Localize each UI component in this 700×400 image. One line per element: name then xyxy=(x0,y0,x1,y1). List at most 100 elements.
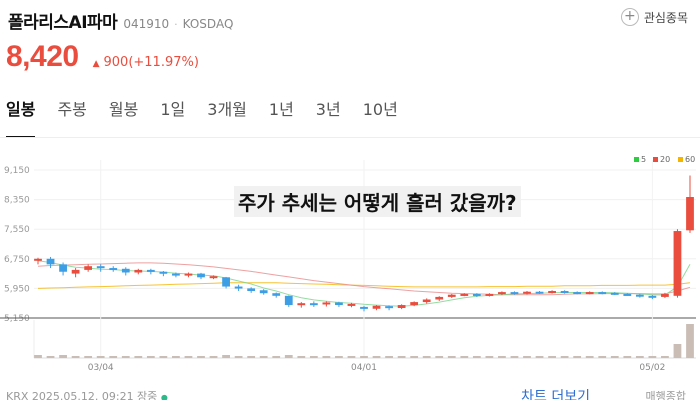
candle-body xyxy=(284,295,293,306)
price-row: 8,420 ▲ 900(+11.97%) xyxy=(6,40,199,74)
volume-bar xyxy=(510,356,519,358)
up-arrow-icon: ▲ xyxy=(92,59,100,69)
candle-body xyxy=(460,293,469,296)
legend-label: 60 xyxy=(685,155,695,164)
candle-body xyxy=(134,269,143,273)
candle-body xyxy=(297,303,306,306)
candle-body xyxy=(422,299,431,303)
stock-chart[interactable]: 9,150 8,350 7,550 6,750 5,950 5,150 03/04 04/01… xyxy=(0,140,700,400)
volume-bar xyxy=(84,356,93,358)
watchlist-label: 관심종목 xyxy=(643,10,688,25)
volume-bar xyxy=(661,356,669,358)
candle-body xyxy=(234,286,243,289)
legend-swatch xyxy=(634,157,639,162)
volume-bar xyxy=(46,356,55,358)
candle-body xyxy=(322,302,331,305)
volume-bar xyxy=(347,356,356,358)
volume-bar xyxy=(134,356,143,358)
volume-bar xyxy=(435,356,444,358)
tab-10year[interactable]: 10년 xyxy=(362,100,398,119)
volume-bar xyxy=(447,356,456,358)
volume-bar xyxy=(573,356,582,358)
candle-body xyxy=(485,293,494,296)
tab-1day[interactable]: 1일 xyxy=(160,100,186,119)
candle-body xyxy=(96,266,105,269)
candle-body xyxy=(585,292,594,295)
candle-body xyxy=(46,258,55,265)
data-source-text: KRX 2025.05.12. 09:21 장중 xyxy=(6,390,158,400)
volume-bar xyxy=(272,356,281,358)
tab-daily[interactable]: 일봉 xyxy=(6,96,36,138)
candle-body xyxy=(372,305,381,309)
volume-bar xyxy=(648,356,657,358)
compare-link[interactable]: 매행종합 xyxy=(645,390,686,400)
tab-3year[interactable]: 3년 xyxy=(315,100,341,119)
volume-bar xyxy=(335,356,343,358)
candle-body xyxy=(184,273,193,276)
volume-bar xyxy=(34,355,42,358)
candle-body xyxy=(635,294,644,297)
candle-body xyxy=(209,276,218,279)
volume-bar xyxy=(146,356,155,358)
volume-bar xyxy=(96,356,105,358)
volume-bar xyxy=(472,356,481,358)
candle-body xyxy=(71,269,80,274)
stock-name[interactable]: 폴라리스AI파마 xyxy=(8,13,118,33)
volume-bar xyxy=(309,356,318,358)
tab-weekly[interactable]: 주봉 xyxy=(57,100,87,119)
volume-bar xyxy=(71,356,80,358)
ma60-line xyxy=(37,282,691,289)
chart-more-link[interactable]: 차트 더보기 xyxy=(521,389,590,400)
candle-body xyxy=(560,290,569,293)
volume-bar xyxy=(560,356,569,358)
candle-body xyxy=(385,306,393,309)
volume-bar xyxy=(610,356,619,358)
volume-bar xyxy=(686,324,694,358)
ma5-line xyxy=(37,260,691,307)
candle-body xyxy=(172,273,180,276)
volume-bar xyxy=(121,356,130,358)
plus-icon: + xyxy=(620,8,639,26)
volume-bar xyxy=(222,355,230,358)
ma20-line xyxy=(37,262,691,296)
overlay-title: 주가 추세는 어떻게 흘러 갔을까? xyxy=(234,186,521,217)
live-dot-icon: ● xyxy=(160,393,168,400)
price-change: ▲ 900(+11.97%) xyxy=(93,55,199,70)
y-tick-label: 8,350 xyxy=(4,196,30,206)
volume-bar xyxy=(422,356,431,358)
volume-bar xyxy=(548,356,556,358)
candle-body xyxy=(347,303,356,306)
candle-body xyxy=(673,231,682,296)
volume-bar xyxy=(673,344,682,358)
volume-bar xyxy=(498,356,506,358)
y-tick-label: 5,950 xyxy=(4,284,30,294)
candle-body xyxy=(610,292,619,295)
volume-bar xyxy=(59,355,67,358)
tab-divider xyxy=(0,137,700,138)
volume-bar xyxy=(585,356,594,358)
candle-body xyxy=(472,293,481,296)
candle-body xyxy=(335,302,343,306)
candle-body xyxy=(84,266,93,270)
watchlist-button[interactable]: + 관심종목 xyxy=(620,8,688,26)
y-tick-label: 7,550 xyxy=(4,225,30,235)
candle-body xyxy=(109,268,118,271)
volume-bar xyxy=(247,356,256,358)
candle-body xyxy=(535,291,544,294)
tab-1year[interactable]: 1년 xyxy=(268,100,294,119)
candle-body xyxy=(159,271,168,274)
volume-bar xyxy=(184,356,193,358)
period-tabs: 일봉 주봉 월봉 1일 3개월 1년 3년 10년 xyxy=(6,96,420,138)
candle-body xyxy=(397,305,406,309)
candle-body xyxy=(435,296,444,300)
candle-body xyxy=(447,294,456,297)
volume-bar xyxy=(322,356,331,358)
candle-body xyxy=(309,303,318,306)
candle-body xyxy=(121,268,130,273)
volume-bar xyxy=(197,356,205,358)
tab-monthly[interactable]: 월봉 xyxy=(108,100,139,119)
candle-body xyxy=(498,292,506,295)
candle-body xyxy=(523,291,531,294)
candle-body xyxy=(259,290,268,294)
tab-3month[interactable]: 3개월 xyxy=(207,100,247,119)
